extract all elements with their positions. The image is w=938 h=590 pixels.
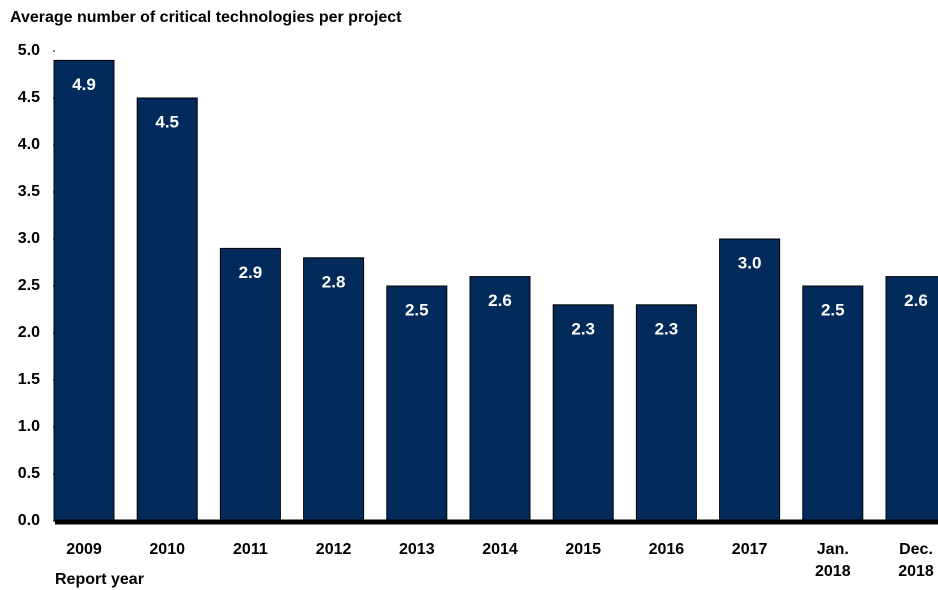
bar [719,238,781,522]
x-tick-label: 2016 [649,541,685,558]
bar [552,304,614,522]
x-tick-label: 2013 [399,541,435,558]
bar [219,247,281,522]
value-label: 3.0 [738,253,762,272]
x-tick-label: 2017 [732,541,768,558]
x-axis-title: Report year [55,571,144,588]
y-tick-label: 0.0 [18,512,40,529]
bar [136,97,198,522]
bar [386,285,448,522]
y-tick-label: 1.5 [18,371,40,388]
value-label: 2.8 [322,272,346,291]
value-label: 2.6 [488,291,512,310]
y-tick-label: 4.0 [18,136,40,153]
bar [802,285,864,522]
bar [53,59,115,522]
bar [885,276,938,522]
y-tick-label: 4.5 [18,89,40,106]
value-label: 2.5 [821,300,845,319]
bar [469,276,531,522]
x-tick-label: 2012 [316,541,352,558]
value-label: 2.6 [904,291,928,310]
y-tick-label: 1.0 [18,418,40,435]
x-tick-label: Dec. 2018 [898,541,934,580]
value-label: 2.3 [571,319,595,338]
value-label: 2.3 [655,319,679,338]
x-tick-label: Jan. 2018 [815,541,851,580]
bar [635,304,697,522]
value-label: 2.9 [239,263,263,282]
value-label: 2.5 [405,300,429,319]
x-tick-label: 2015 [565,541,601,558]
x-tick-label: 2010 [149,541,185,558]
value-label: 4.5 [155,112,179,131]
y-axis-title: Average number of critical technologies … [10,9,402,26]
value-label: 4.9 [72,75,96,94]
bar [303,257,365,522]
y-tick-label: 5.0 [18,42,40,59]
y-tick-label: 3.5 [18,183,40,200]
y-tick-label: 0.5 [18,465,40,482]
y-tick-label: 3.0 [18,230,40,247]
y-tick-label: 2.5 [18,277,40,294]
y-tick-label: 2.0 [18,324,40,341]
x-tick-label: 2011 [233,541,268,558]
x-tick-label: 2009 [66,541,102,558]
x-tick-label: 2014 [482,541,518,558]
